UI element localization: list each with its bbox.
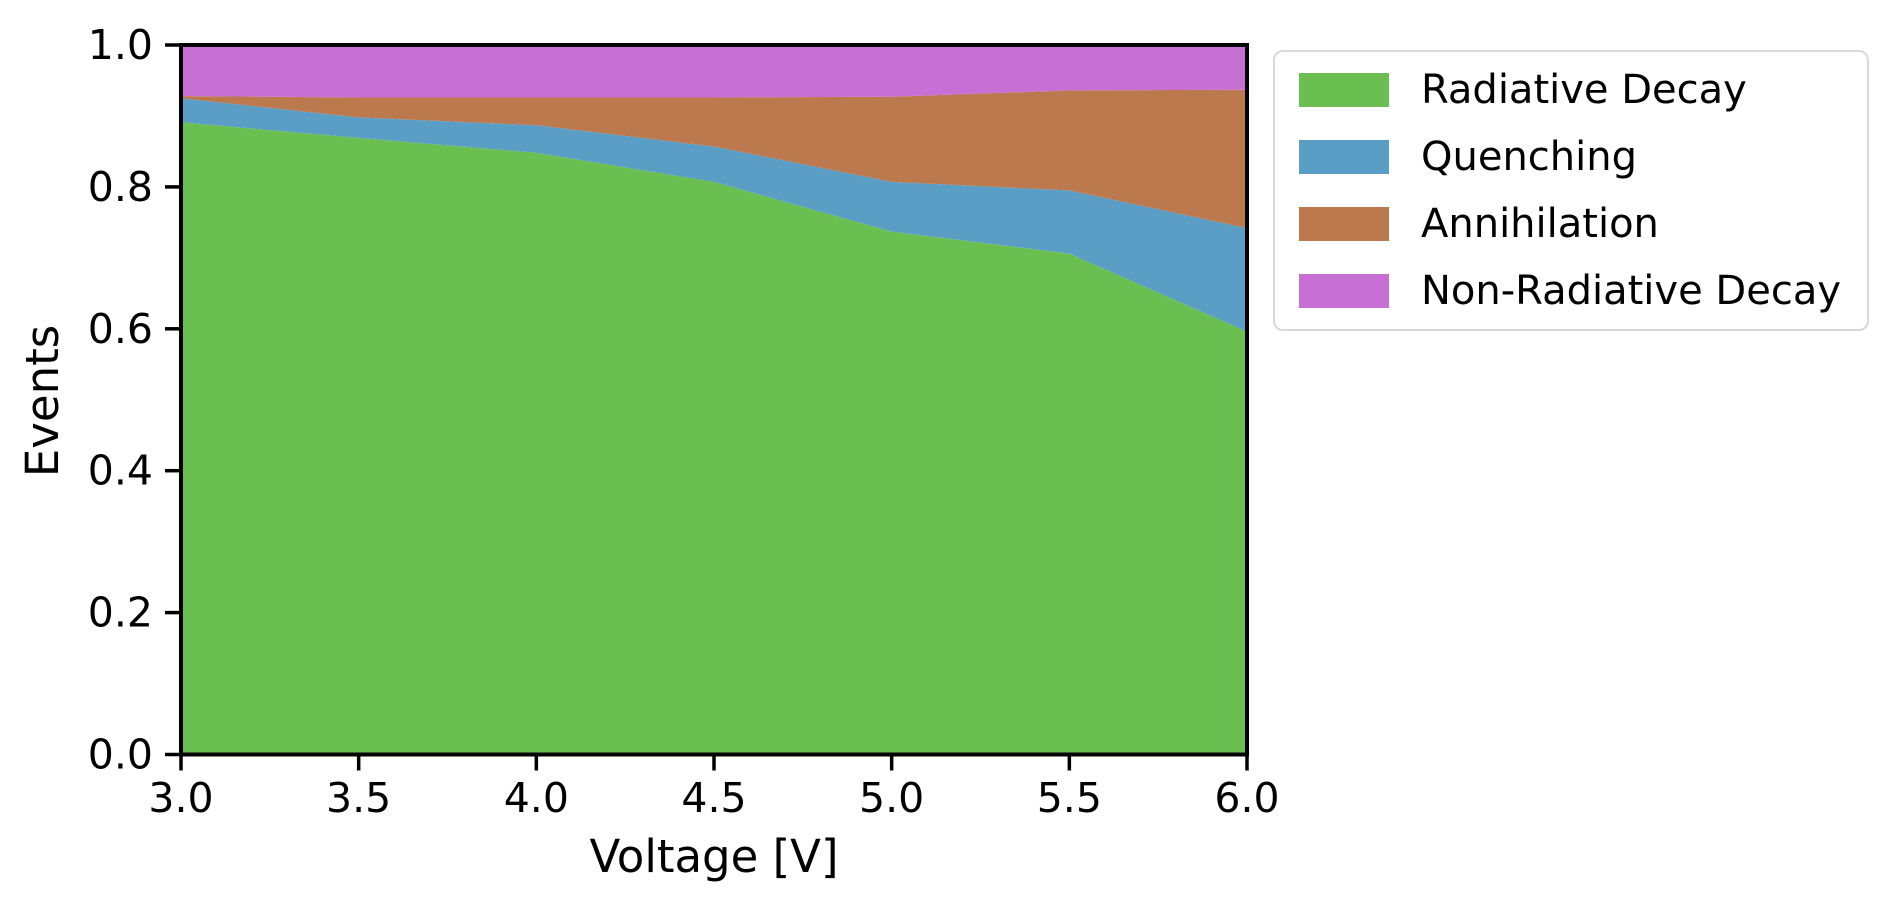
area-series-non-radiative-decay: [181, 45, 1247, 98]
plot-frame: [179, 43, 1249, 757]
axis-tick-labels: 3.0 3.5 4.0 4.5 5.0 5.5 6.0 0.0 0.2 0.4 0.6 0.8 1.0: [88, 21, 1280, 822]
x-tick-label: 3.5: [326, 774, 391, 822]
axis-ticks: [165, 43, 1249, 771]
legend-item-radiative-decay: Radiative Decay: [1299, 70, 1841, 110]
y-tick-label: 0.0: [88, 731, 153, 779]
legend-color-swatch: [1299, 73, 1389, 107]
area-layers: [181, 45, 1247, 755]
y-axis-label: Events: [16, 325, 69, 477]
x-tick-label: 3.0: [148, 774, 213, 822]
legend-color-swatch: [1299, 140, 1389, 174]
legend-label: Non-Radiative Decay: [1421, 268, 1841, 314]
y-tick-label: 0.4: [88, 447, 153, 495]
x-tick-label: 5.0: [859, 774, 924, 822]
x-tick-label: 4.0: [504, 774, 569, 822]
area-series-quenching: [181, 98, 1247, 332]
legend: Radiative Decay Quenching Annihilation Non-…: [1273, 50, 1869, 331]
y-tick-label: 1.0: [88, 21, 153, 69]
x-axis-label: Voltage [V]: [590, 830, 839, 883]
legend-label: Annihilation: [1421, 201, 1659, 247]
legend-label: Quenching: [1421, 134, 1637, 180]
y-tick-label: 0.2: [88, 589, 153, 637]
legend-item-annihilation: Annihilation: [1299, 204, 1841, 244]
legend-label: Radiative Decay: [1421, 67, 1747, 113]
area-series-radiative-decay: [181, 122, 1247, 755]
legend-item-quenching: Quenching: [1299, 137, 1841, 177]
area-series-annihilation: [181, 89, 1247, 229]
legend-color-swatch: [1299, 207, 1389, 241]
legend-color-swatch: [1299, 274, 1389, 308]
axes-spines: [179, 43, 1249, 757]
legend-item-non-radiative-decay: Non-Radiative Decay: [1299, 271, 1841, 311]
x-tick-label: 4.5: [681, 774, 746, 822]
y-tick-label: 0.6: [88, 305, 153, 353]
x-tick-label: 5.5: [1037, 774, 1102, 822]
y-tick-label: 0.8: [88, 163, 153, 211]
x-tick-label: 6.0: [1214, 774, 1279, 822]
